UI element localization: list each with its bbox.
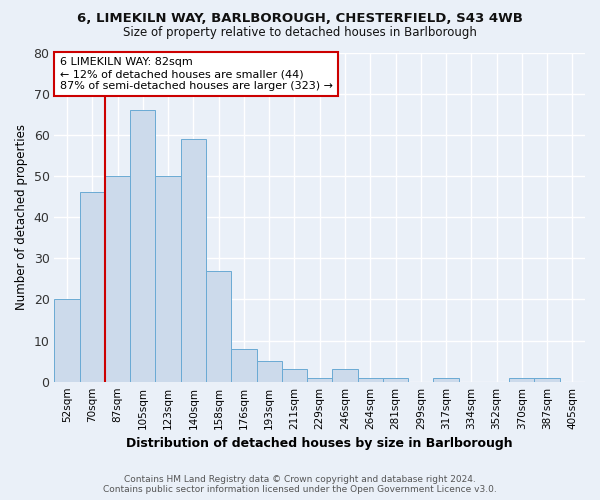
Bar	[206, 270, 231, 382]
Text: Size of property relative to detached houses in Barlborough: Size of property relative to detached ho…	[123, 26, 477, 39]
Bar	[358, 378, 383, 382]
Bar	[535, 378, 560, 382]
Text: 6, LIMEKILN WAY, BARLBOROUGH, CHESTERFIELD, S43 4WB: 6, LIMEKILN WAY, BARLBOROUGH, CHESTERFIE…	[77, 12, 523, 26]
Bar	[282, 370, 307, 382]
Bar	[433, 378, 458, 382]
Bar	[55, 300, 80, 382]
Y-axis label: Number of detached properties: Number of detached properties	[15, 124, 28, 310]
Bar	[155, 176, 181, 382]
Bar	[509, 378, 535, 382]
Text: 6 LIMEKILN WAY: 82sqm
← 12% of detached houses are smaller (44)
87% of semi-deta: 6 LIMEKILN WAY: 82sqm ← 12% of detached …	[60, 58, 333, 90]
Bar	[383, 378, 408, 382]
X-axis label: Distribution of detached houses by size in Barlborough: Distribution of detached houses by size …	[127, 437, 513, 450]
Bar	[181, 139, 206, 382]
Text: Contains HM Land Registry data © Crown copyright and database right 2024.
Contai: Contains HM Land Registry data © Crown c…	[103, 474, 497, 494]
Bar	[257, 361, 282, 382]
Bar	[231, 349, 257, 382]
Bar	[332, 370, 358, 382]
Bar	[130, 110, 155, 382]
Bar	[307, 378, 332, 382]
Bar	[80, 192, 105, 382]
Bar	[105, 176, 130, 382]
